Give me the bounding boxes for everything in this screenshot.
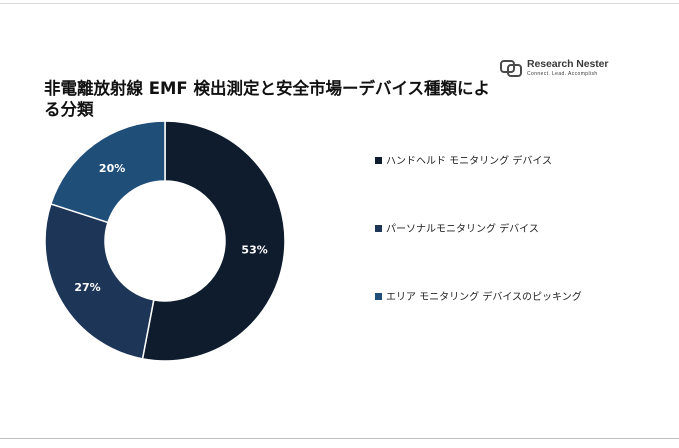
legend-item-1: ハンドヘルド モニタリング デバイス: [375, 152, 552, 167]
legend-swatch-3: [375, 293, 382, 300]
legend-swatch-1: [375, 157, 382, 164]
slice-value-label-1: 53%: [241, 243, 267, 256]
logo-icon: [500, 60, 522, 77]
bottom-divider: [0, 438, 679, 439]
top-divider: [0, 3, 679, 4]
legend-label-2: パーソナルモニタリング デバイス: [386, 224, 539, 235]
logo-name: Research Nester: [527, 58, 609, 70]
research-nester-logo: Research Nester Connect. Lead. Accomplis…: [500, 58, 610, 80]
chart-title: 非電離放射線 EMF 検出測定と安全市場ーデバイス種類による分類: [44, 79, 490, 119]
slice-value-label-3: 20%: [99, 162, 125, 175]
legend-label-1: ハンドヘルド モニタリング デバイス: [386, 156, 553, 167]
donut-slice-3: [49, 120, 166, 224]
legend-item-2: パーソナルモニタリング デバイス: [375, 220, 539, 235]
slice-value-label-2: 27%: [74, 281, 100, 294]
legend-item-3: エリア モニタリング デバイスのピッキング: [375, 288, 582, 303]
logo-tagline: Connect. Lead. Accomplish: [527, 71, 598, 77]
donut-slice-1: [141, 120, 286, 362]
legend-label-3: エリア モニタリング デバイスのピッキング: [386, 292, 582, 303]
legend-swatch-2: [375, 225, 382, 232]
donut-slice-2: [44, 202, 155, 360]
